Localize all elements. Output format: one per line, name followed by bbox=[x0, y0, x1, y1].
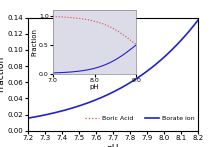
Y-axis label: Fraction: Fraction bbox=[0, 56, 5, 92]
X-axis label: pH: pH bbox=[90, 84, 99, 90]
Y-axis label: Fraction: Fraction bbox=[31, 28, 37, 56]
Legend: Boric Acid, Borate ion: Boric Acid, Borate ion bbox=[85, 115, 195, 122]
X-axis label: pH: pH bbox=[106, 144, 119, 147]
